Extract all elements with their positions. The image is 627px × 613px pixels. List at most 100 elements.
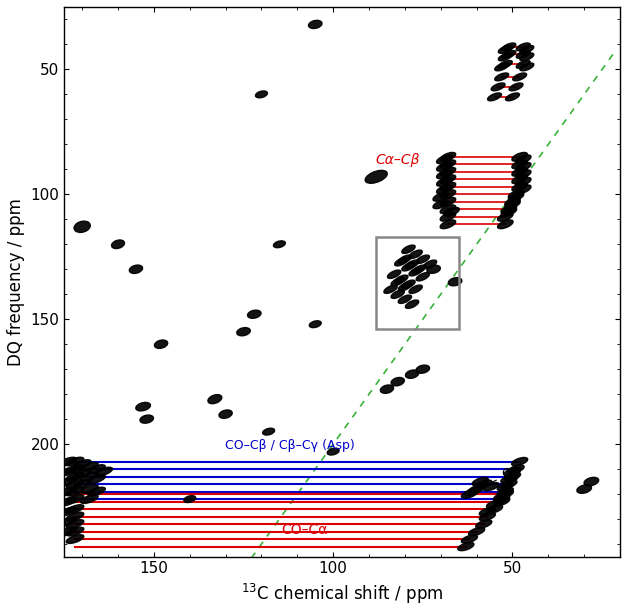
Ellipse shape <box>512 167 527 176</box>
Ellipse shape <box>461 490 478 498</box>
Ellipse shape <box>255 91 268 98</box>
Ellipse shape <box>440 160 456 169</box>
Ellipse shape <box>468 485 485 493</box>
Ellipse shape <box>416 365 429 373</box>
Ellipse shape <box>483 482 499 491</box>
Ellipse shape <box>515 155 531 164</box>
Ellipse shape <box>73 460 91 468</box>
Ellipse shape <box>501 205 517 214</box>
Ellipse shape <box>66 504 84 514</box>
Ellipse shape <box>308 20 322 29</box>
Ellipse shape <box>66 465 84 473</box>
Ellipse shape <box>440 212 456 221</box>
Ellipse shape <box>402 262 415 271</box>
Text: Gly: Gly <box>480 466 522 488</box>
Ellipse shape <box>263 428 275 435</box>
Ellipse shape <box>80 485 98 493</box>
Ellipse shape <box>248 310 261 318</box>
Ellipse shape <box>416 255 429 264</box>
Ellipse shape <box>520 63 534 71</box>
Ellipse shape <box>66 527 84 536</box>
Ellipse shape <box>59 467 76 476</box>
Ellipse shape <box>512 160 527 169</box>
Ellipse shape <box>433 192 448 201</box>
Ellipse shape <box>436 177 452 186</box>
Ellipse shape <box>498 220 513 229</box>
Ellipse shape <box>391 290 404 299</box>
Ellipse shape <box>509 83 523 91</box>
Text: CO–Cα: CO–Cα <box>282 523 328 537</box>
Ellipse shape <box>66 495 84 503</box>
Ellipse shape <box>219 410 232 418</box>
Ellipse shape <box>394 257 408 266</box>
Ellipse shape <box>440 220 456 229</box>
Ellipse shape <box>512 153 527 161</box>
Text: CO–Cβ / Cβ–Cγ (Asp): CO–Cβ / Cβ–Cγ (Asp) <box>225 439 355 452</box>
Ellipse shape <box>440 205 456 214</box>
Ellipse shape <box>59 517 76 526</box>
Text: Cα–Cβ: Cα–Cβ <box>376 153 420 167</box>
Ellipse shape <box>184 496 196 503</box>
Ellipse shape <box>515 177 531 186</box>
Ellipse shape <box>502 50 516 58</box>
Ellipse shape <box>59 457 76 466</box>
Ellipse shape <box>458 543 474 550</box>
Ellipse shape <box>80 495 98 503</box>
Ellipse shape <box>440 175 456 184</box>
Ellipse shape <box>497 482 514 491</box>
Ellipse shape <box>512 183 527 191</box>
Ellipse shape <box>402 280 415 289</box>
Ellipse shape <box>501 475 517 483</box>
Ellipse shape <box>154 340 167 348</box>
Ellipse shape <box>80 462 98 471</box>
Ellipse shape <box>66 472 84 481</box>
Ellipse shape <box>387 270 401 278</box>
Ellipse shape <box>88 474 105 484</box>
Ellipse shape <box>487 505 503 513</box>
Ellipse shape <box>436 162 452 171</box>
Ellipse shape <box>461 535 478 543</box>
Ellipse shape <box>406 260 419 268</box>
Ellipse shape <box>59 527 76 536</box>
Ellipse shape <box>140 415 154 423</box>
Ellipse shape <box>391 378 404 386</box>
Ellipse shape <box>66 535 84 543</box>
Ellipse shape <box>416 273 429 281</box>
Ellipse shape <box>436 170 452 179</box>
Ellipse shape <box>391 278 404 286</box>
Ellipse shape <box>409 285 423 294</box>
Ellipse shape <box>237 327 250 336</box>
Ellipse shape <box>498 212 513 221</box>
Ellipse shape <box>80 472 98 481</box>
Ellipse shape <box>512 175 527 184</box>
Ellipse shape <box>516 50 530 58</box>
Ellipse shape <box>504 473 520 481</box>
Ellipse shape <box>440 190 456 199</box>
Ellipse shape <box>497 490 514 498</box>
Ellipse shape <box>406 300 419 308</box>
Ellipse shape <box>487 500 503 508</box>
Ellipse shape <box>468 527 485 536</box>
Ellipse shape <box>502 43 516 51</box>
Ellipse shape <box>66 512 84 521</box>
Ellipse shape <box>394 275 408 283</box>
Ellipse shape <box>129 265 142 273</box>
Ellipse shape <box>476 520 492 528</box>
Ellipse shape <box>498 53 512 61</box>
Ellipse shape <box>577 485 591 493</box>
Ellipse shape <box>520 45 534 53</box>
Ellipse shape <box>413 265 426 273</box>
Ellipse shape <box>409 267 423 276</box>
Ellipse shape <box>584 478 599 486</box>
Ellipse shape <box>398 255 411 264</box>
Ellipse shape <box>365 170 387 183</box>
Ellipse shape <box>515 185 531 194</box>
Ellipse shape <box>472 478 488 485</box>
Ellipse shape <box>493 497 510 506</box>
Ellipse shape <box>491 83 505 91</box>
Ellipse shape <box>498 45 512 53</box>
Ellipse shape <box>505 200 520 208</box>
Ellipse shape <box>515 170 531 179</box>
Ellipse shape <box>398 283 411 291</box>
Ellipse shape <box>495 63 508 71</box>
